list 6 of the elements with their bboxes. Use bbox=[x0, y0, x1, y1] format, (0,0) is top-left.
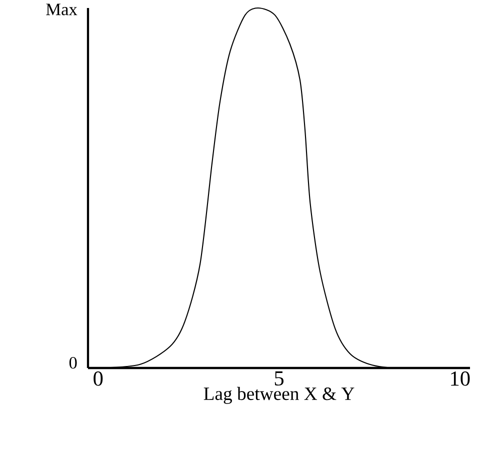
x-axis-title: Lag between X & Y bbox=[204, 386, 354, 404]
text: 0 bbox=[69, 356, 77, 369]
x-tick-label: 10 bbox=[451, 371, 470, 386]
x-tick-label: 0 bbox=[94, 371, 103, 386]
text: Max bbox=[46, 4, 78, 16]
x-tick-label: 5 bbox=[274, 371, 284, 386]
